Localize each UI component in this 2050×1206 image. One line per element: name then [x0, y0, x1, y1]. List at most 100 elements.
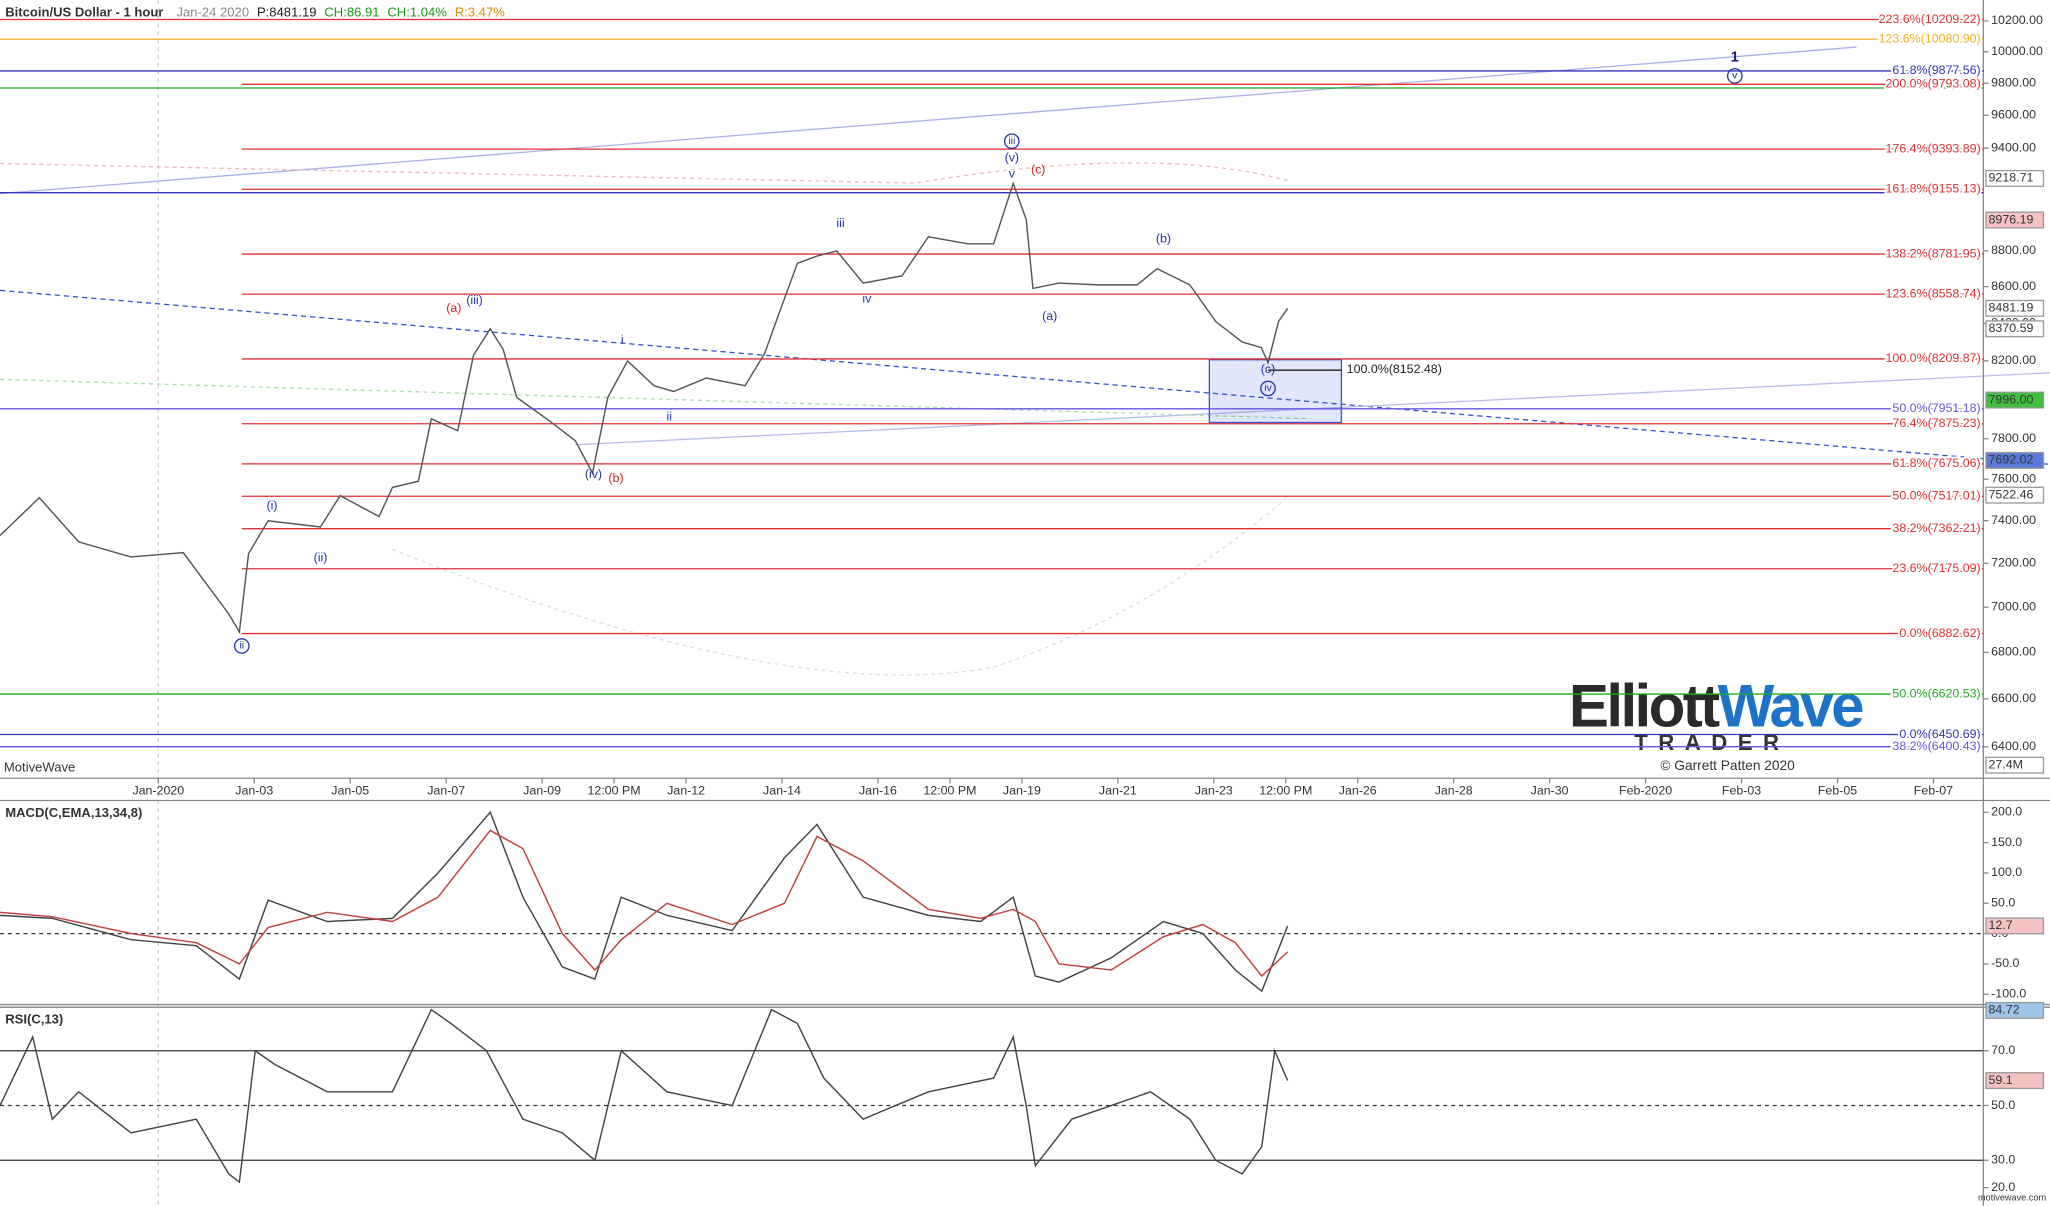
header-info: R:3.47%: [455, 5, 505, 20]
y-tick-label: 9800.00: [1991, 76, 2036, 90]
y-tick-label: 8200.00: [1991, 353, 2036, 367]
y-tick-label: 9600.00: [1991, 108, 2036, 122]
price-tag-label: 12.7: [1989, 918, 2013, 932]
x-tick-label: 12:00 PM: [588, 784, 641, 798]
wave-label: v: [1009, 166, 1016, 180]
moving-average: [0, 162, 1288, 184]
panel-title: MACD(C,EMA,13,34,8): [5, 805, 142, 820]
wave-label: (v): [1005, 151, 1019, 165]
header-info: Jan-24 2020: [176, 5, 249, 20]
price-line: [0, 181, 1289, 635]
y-tick-label: 70.0: [1991, 1043, 2015, 1057]
x-tick-label: Jan-30: [1531, 784, 1569, 798]
price-line: [0, 1008, 1289, 1184]
price-tag-label: 9218.71: [1989, 171, 2034, 185]
level-label: 123.6%(8558.74): [1886, 286, 1981, 300]
price-tag-label: 8976.19: [1989, 212, 2034, 226]
wave-label: iv: [862, 292, 872, 306]
wave-label: iii: [1008, 136, 1015, 147]
wave-label: (c): [1031, 162, 1045, 176]
y-tick-label: 9400.00: [1991, 140, 2036, 154]
price-line: [0, 829, 1289, 978]
wave-label: iii: [836, 216, 844, 230]
footer: motivewave.com: [1978, 1193, 2046, 1203]
price-tag-label: 7522.46: [1989, 487, 2034, 501]
wave-circle: [1726, 68, 1743, 84]
y-tick-label: 20.0: [1991, 1180, 2015, 1194]
x-tick-label: Feb-03: [1722, 784, 1761, 798]
wave-label: (b): [608, 471, 623, 485]
y-tick-label: -100.0: [1991, 987, 2026, 1001]
wave-circle: [1003, 133, 1020, 150]
level-label: 161.8%(9155.13): [1886, 182, 1981, 196]
y-tick-label: 8800.00: [1991, 243, 2036, 257]
level-label: 176.4%(9393.89): [1886, 141, 1981, 155]
price-tag-label: 59.1: [1989, 1073, 2013, 1087]
y-tick-label: 10000.00: [1991, 44, 2043, 58]
x-tick-label: Jan-26: [1339, 784, 1377, 798]
y-tick-label: -50.0: [1991, 956, 2019, 970]
level-label: 123.6%(10080.90): [1879, 32, 1981, 46]
y-tick-label: 7200.00: [1991, 556, 2036, 570]
wave-circle: [1260, 380, 1276, 397]
y-tick-label: 50.0: [1991, 1098, 2015, 1112]
level-label: 0.0%(6450.69): [1899, 727, 1980, 741]
trend-line: [0, 289, 2050, 466]
x-tick-label: 12:00 PM: [1259, 784, 1312, 798]
wave-label: (a): [446, 301, 461, 315]
price-tag-label: 7996.00: [1989, 392, 2034, 406]
wave-label: i: [621, 332, 624, 346]
x-tick-label: Jan-16: [859, 784, 897, 798]
y-tick-label: 8600.00: [1991, 279, 2036, 293]
level-label: 0.0%(6882.62): [1899, 626, 1980, 640]
header-info: P:8481.19: [257, 5, 317, 20]
price-tag: [1985, 169, 2045, 187]
x-tick-label: Jan-07: [427, 784, 465, 798]
wave-label: (iv): [585, 467, 602, 481]
level-label: 23.6%(7175.09): [1892, 561, 1980, 575]
price-tag: [1985, 211, 2045, 229]
price-tag-label: 84.72: [1989, 1003, 2020, 1017]
header-info: CH:86.91: [324, 5, 379, 20]
y-tick-label: 7800.00: [1991, 431, 2036, 445]
level-label: 38.2%(6400.43): [1892, 739, 1980, 753]
wave-label: 100.0%(8152.48): [1347, 362, 1442, 376]
wave-label: iv: [1264, 383, 1272, 394]
trend-line: [0, 378, 1308, 420]
level-label: 50.0%(7951.18): [1892, 401, 1980, 415]
level-label: 200.0%(9793.08): [1886, 77, 1981, 91]
header-info: CH:1.04%: [387, 5, 447, 20]
x-tick-label: 12:00 PM: [923, 784, 976, 798]
y-tick-label: 6600.00: [1991, 691, 2036, 705]
wave-label: (ii): [314, 551, 328, 565]
y-tick-label: 200.0: [1991, 805, 2022, 819]
x-tick-label: Jan-05: [331, 784, 369, 798]
moving-average: [391, 496, 1289, 676]
wave-label: v: [1732, 71, 1738, 82]
price-tag: [1985, 320, 2045, 338]
price-tag: [1985, 451, 2045, 469]
logo-part: Wave: [1718, 672, 1864, 739]
price-tag: [1985, 299, 2045, 317]
logo: ElliottWave: [1569, 672, 1863, 739]
price-tag-label: 7692.02: [1989, 453, 2034, 467]
level-label: 61.8%(7675.06): [1892, 456, 1980, 470]
price-tag: [1985, 917, 2045, 935]
x-tick-label: Jan-12: [667, 784, 705, 798]
level-label: 50.0%(7517.01): [1892, 489, 1980, 503]
y-tick-label: 7600.00: [1991, 471, 2036, 485]
y-tick-label: 30.0: [1991, 1153, 2015, 1167]
y-tick-label: 50.0: [1991, 896, 2015, 910]
x-tick-label: Jan-09: [523, 784, 561, 798]
wave-label: 1: [1731, 49, 1739, 65]
volume-tag: [1985, 756, 2045, 774]
y-tick-label: 100.0: [1991, 865, 2022, 879]
y-tick-label: 6800.00: [1991, 645, 2036, 659]
wave-label: (i): [267, 498, 278, 512]
y-tick-label: 10200.00: [1991, 13, 2043, 27]
price-line: [0, 810, 1289, 993]
x-tick-label: Jan-28: [1435, 784, 1473, 798]
level-label: 38.2%(7362.21): [1892, 521, 1980, 535]
x-tick-label: Jan-14: [763, 784, 801, 798]
